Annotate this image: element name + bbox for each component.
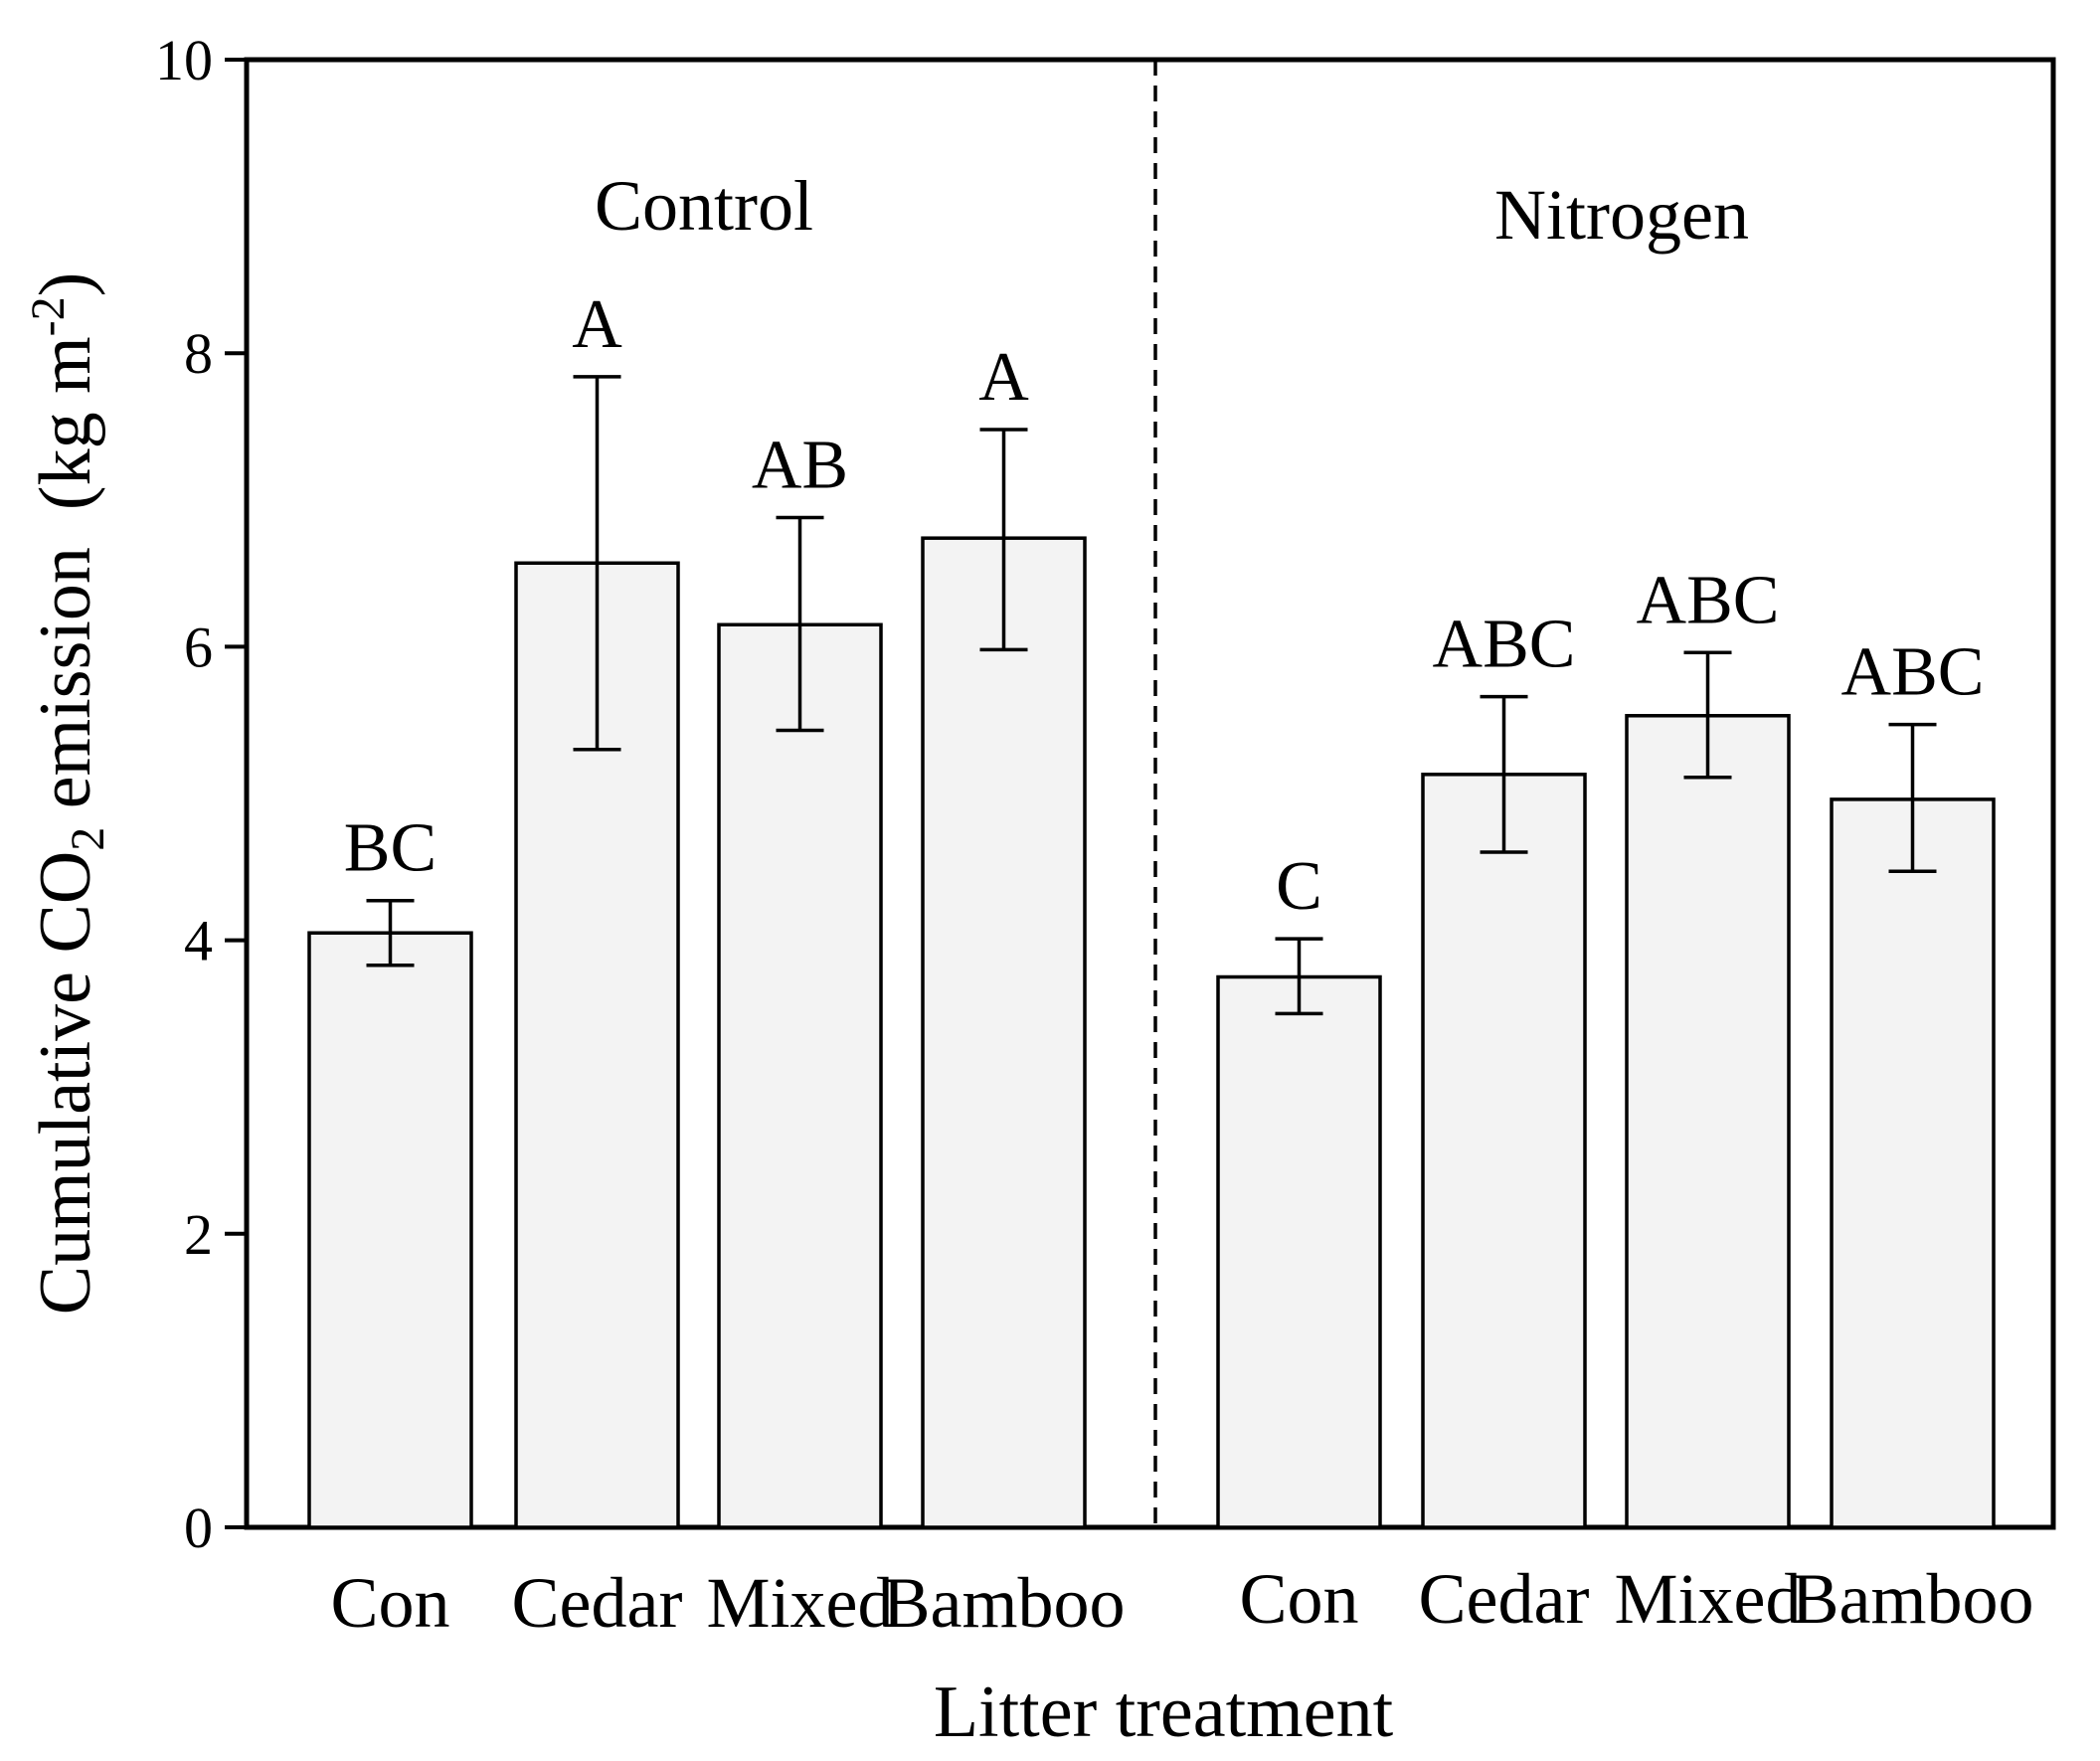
x-axis-title: Litter treatment bbox=[934, 1672, 1394, 1753]
y-axis-title-superscript: -2 bbox=[22, 296, 75, 336]
y-axis-title-subscript: 2 bbox=[62, 827, 114, 851]
category-label-control-mixed: Mixed bbox=[707, 1563, 894, 1643]
labels-layer: Control BC Con A Cedar AB Mixed A Bamboo Nitrogen… bbox=[330, 166, 2033, 1643]
category-label-nitrogen-mixed: Mixed bbox=[1615, 1559, 1802, 1639]
y-tick-label: 2 bbox=[184, 1202, 213, 1267]
plot-frame bbox=[244, 57, 2056, 1530]
bar-nitrogen-cedar bbox=[1421, 773, 1587, 1529]
category-label-nitrogen-cedar: Cedar bbox=[1419, 1559, 1590, 1639]
significance-letter-nitrogen-mixed: ABC bbox=[1637, 562, 1780, 638]
y-axis-title-main: Cumulative CO bbox=[25, 851, 106, 1316]
y-tick-label: 4 bbox=[184, 909, 213, 973]
group-label-control: Control bbox=[595, 166, 813, 246]
significance-letter-control-mixed: AB bbox=[752, 428, 848, 504]
category-label-control-con: Con bbox=[330, 1563, 449, 1643]
bar-nitrogen-con bbox=[1216, 974, 1382, 1529]
y-axis-title-end: ) bbox=[25, 272, 106, 297]
significance-letter-nitrogen-cedar: ABC bbox=[1433, 607, 1576, 683]
bars-layer bbox=[307, 375, 1996, 1529]
y-tick-label: 8 bbox=[184, 321, 213, 386]
category-label-nitrogen-bamboo: Bamboo bbox=[1792, 1559, 2034, 1639]
y-tick-label: 0 bbox=[184, 1496, 213, 1560]
group-label-nitrogen: Nitrogen bbox=[1494, 175, 1749, 255]
y-axis-title-middle: emission (kg m bbox=[25, 336, 106, 826]
bar-control-bamboo bbox=[921, 536, 1087, 1529]
bar-control-con bbox=[307, 931, 473, 1529]
significance-letter-nitrogen-bamboo: ABC bbox=[1841, 634, 1985, 711]
y-tick-label: 6 bbox=[184, 615, 213, 679]
significance-letter-control-con: BC bbox=[344, 810, 437, 887]
category-label-control-bamboo: Bamboo bbox=[883, 1563, 1126, 1643]
y-tick-label: 10 bbox=[155, 28, 213, 92]
y-axis-ticks: 0 2 4 6 8 10 bbox=[155, 28, 247, 1560]
bar-nitrogen-mixed bbox=[1625, 714, 1791, 1529]
significance-letter-control-cedar: A bbox=[572, 286, 622, 363]
y-axis-title: Cumulative CO2 emission (kg m-2) bbox=[22, 272, 114, 1316]
significance-letter-nitrogen-con: C bbox=[1276, 848, 1322, 925]
category-label-nitrogen-con: Con bbox=[1239, 1559, 1358, 1639]
significance-letter-control-bamboo: A bbox=[978, 339, 1029, 416]
category-label-control-cedar: Cedar bbox=[512, 1563, 683, 1643]
bar-nitrogen-bamboo bbox=[1830, 797, 1996, 1529]
bar-control-mixed bbox=[717, 622, 883, 1529]
